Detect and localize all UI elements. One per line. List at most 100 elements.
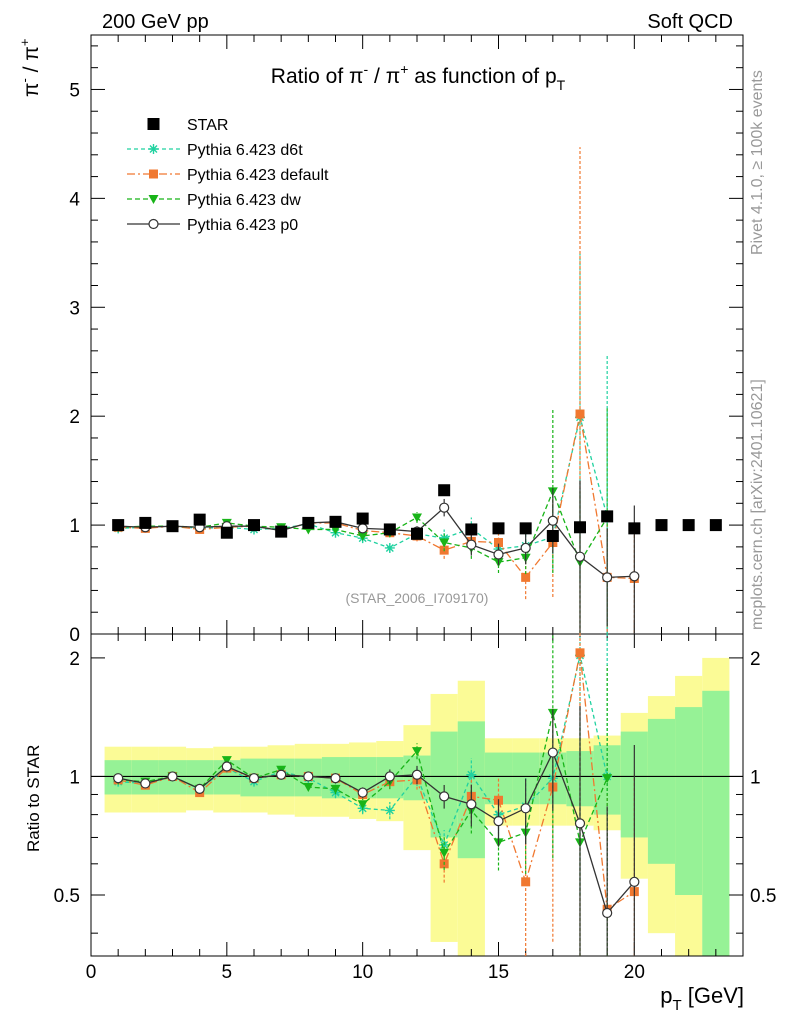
ratio-point bbox=[384, 771, 395, 782]
data-point bbox=[439, 502, 450, 513]
star-data-point bbox=[166, 520, 179, 533]
data-point bbox=[384, 542, 395, 553]
y-tick-label: 3 bbox=[69, 298, 80, 319]
ratio-point bbox=[411, 769, 423, 780]
data-point bbox=[439, 533, 450, 544]
legend: STAR Pythia 6.423 d6t Pythia 6.423 default… bbox=[127, 117, 329, 234]
legend-entry-label: STAR bbox=[187, 117, 228, 134]
ratio-tick-label-right: 2 bbox=[750, 649, 761, 670]
star-data-point bbox=[220, 526, 233, 539]
ratio-point bbox=[575, 648, 585, 658]
ratio-point bbox=[547, 747, 558, 758]
chart-title: Ratio of π- / π+ as function of pT bbox=[271, 61, 566, 93]
ratio-point bbox=[629, 876, 640, 887]
legend-marker bbox=[148, 195, 159, 204]
band-inner-bin bbox=[675, 707, 703, 895]
ratio-tick-label-right: 1 bbox=[750, 767, 761, 788]
data-point bbox=[547, 515, 558, 526]
x-axis-label: pT [GeV] bbox=[660, 983, 744, 1014]
legend-entry-label: Pythia 6.423 default bbox=[187, 167, 329, 184]
y-tick-label: 2 bbox=[69, 407, 80, 428]
x-tick-label: 10 bbox=[352, 962, 373, 983]
y-tick-label: 1 bbox=[69, 516, 80, 537]
star-data-point bbox=[519, 522, 532, 535]
x-tick-label: 20 bbox=[624, 962, 645, 983]
y-axis-label: π- / π+ bbox=[17, 39, 43, 97]
ratio-series-line bbox=[118, 750, 635, 915]
star-data-point bbox=[275, 525, 288, 538]
rivet-version-label: Rivet 4.1.0, ≥ 100k events bbox=[749, 70, 766, 255]
ratio-point bbox=[439, 791, 450, 802]
data-point bbox=[439, 538, 450, 548]
data-point bbox=[575, 409, 585, 419]
ratio-plot-series bbox=[113, 634, 640, 956]
star-data-point bbox=[546, 529, 559, 542]
x-tick-label: 15 bbox=[488, 962, 509, 983]
star-data-point bbox=[193, 513, 206, 526]
ratio-point bbox=[330, 784, 341, 794]
legend-entry-label: Pythia 6.423 dw bbox=[187, 192, 301, 209]
header-left: 200 GeV pp bbox=[102, 11, 209, 33]
legend-entry-label: Pythia 6.423 d6t bbox=[187, 142, 303, 159]
star-data-point bbox=[492, 522, 505, 535]
legend-marker bbox=[148, 144, 159, 154]
data-point bbox=[357, 531, 368, 541]
ratio-point bbox=[303, 783, 314, 793]
star-data-point bbox=[302, 516, 315, 529]
y-tick-label: 0 bbox=[69, 625, 80, 646]
star-data-point bbox=[411, 527, 423, 540]
star-data-point bbox=[628, 522, 641, 535]
star-data-point bbox=[574, 521, 586, 534]
ratio-point bbox=[357, 800, 368, 810]
uncertainty-band bbox=[104, 657, 730, 956]
data-point bbox=[494, 538, 503, 548]
data-point bbox=[493, 549, 504, 560]
ratio-point bbox=[466, 769, 477, 780]
data-point bbox=[520, 542, 531, 554]
ratio-point bbox=[303, 771, 314, 782]
ratio-point bbox=[384, 805, 395, 816]
data-point bbox=[629, 571, 640, 582]
ratio-point bbox=[221, 756, 232, 766]
ratio-tick-label: 0.5 bbox=[54, 886, 80, 907]
x-tick-label: 0 bbox=[86, 962, 97, 983]
ratio-point bbox=[330, 773, 341, 784]
data-point bbox=[412, 513, 422, 523]
star-data-point bbox=[465, 523, 478, 536]
header-right: Soft QCD bbox=[647, 11, 733, 33]
axis-ticks: 0 5 10 15 20 0 1 2 3 4 5 0.5 0.5 1 1 2 2 bbox=[54, 35, 776, 983]
legend-marker bbox=[149, 169, 158, 179]
band-inner-bin bbox=[647, 718, 676, 864]
ratio-point bbox=[167, 771, 178, 782]
star-data-point bbox=[682, 519, 695, 532]
x-tick-label: 5 bbox=[222, 962, 233, 983]
ratio-point bbox=[521, 877, 531, 887]
ratio-y-axis-label: Ratio to STAR bbox=[24, 745, 43, 852]
ratio-point bbox=[248, 773, 260, 784]
data-point bbox=[466, 539, 477, 550]
data-point bbox=[357, 523, 368, 534]
ratio-point bbox=[221, 761, 232, 772]
ratio-point bbox=[574, 818, 586, 829]
star-data-point bbox=[383, 523, 396, 536]
star-data-point bbox=[709, 519, 722, 532]
band-inner-bin bbox=[702, 690, 730, 956]
star-data-point bbox=[356, 512, 369, 525]
ratio-point bbox=[602, 774, 613, 784]
ratio-point bbox=[140, 778, 151, 789]
star-data-point bbox=[601, 510, 614, 523]
data-point bbox=[574, 551, 586, 562]
ratio-point bbox=[520, 803, 531, 814]
ratio-point bbox=[493, 816, 504, 827]
legend-marker bbox=[148, 218, 159, 230]
watermark-label: (STAR_2006_I709170) bbox=[346, 590, 489, 606]
data-point bbox=[521, 572, 531, 582]
ratio-point bbox=[439, 848, 450, 858]
star-data-point bbox=[248, 519, 260, 532]
ratio-point bbox=[113, 773, 124, 784]
star-data-point bbox=[329, 515, 342, 528]
main-plot-series bbox=[112, 147, 722, 634]
y-tick-label: 5 bbox=[69, 80, 80, 101]
ratio-tick-label: 2 bbox=[69, 649, 80, 670]
